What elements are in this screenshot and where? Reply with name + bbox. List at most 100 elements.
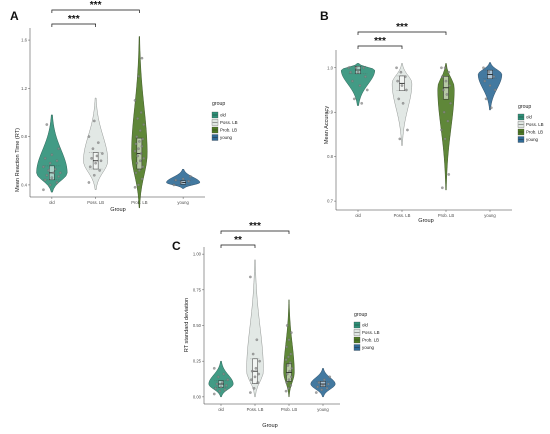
data-point [137,183,140,187]
y-tick-label: 1.0 [327,65,333,70]
data-point [254,367,258,370]
x-tick-label: young [317,407,329,412]
y-axis-label-a: Mean Reaction Time (RT) [15,128,21,192]
data-point [490,106,493,110]
y-tick-label: 0.8 [327,154,333,159]
legend-label: young [526,137,539,142]
data-point [447,173,451,176]
data-point [250,378,253,382]
data-point [42,165,45,169]
significance-bracket [220,230,290,234]
data-point [284,389,288,393]
data-point [290,367,294,370]
x-tick-label: old [49,200,55,205]
data-point [400,84,404,87]
data-point [94,161,97,165]
data-point [285,345,288,349]
data-point [255,338,259,342]
data-point [354,66,358,70]
data-point [135,135,139,138]
legend-c: group [354,312,367,318]
panel-a: A Mean Reaction Time (RT) Group group 0.… [10,0,238,213]
data-point [141,165,145,169]
data-point [403,75,407,78]
data-point [219,385,223,389]
y-tick-label: 1.6 [21,38,27,43]
data-point [250,369,254,373]
data-point [174,178,178,182]
panel-label-a: A [10,9,19,23]
legend-label: Prob. LB [526,130,543,135]
data-point [87,181,91,184]
data-point [97,141,100,144]
data-point [91,147,95,151]
data-point [406,128,409,132]
data-point [287,355,290,359]
x-tick-label: old [355,213,361,218]
data-point [360,102,364,105]
data-point [214,386,217,390]
violin-poss-lb [83,97,109,190]
data-point [251,352,255,356]
data-point [352,97,356,101]
data-point [288,361,292,364]
data-point [249,275,252,279]
data-point [134,142,138,146]
data-point [47,169,50,172]
data-point [223,388,227,392]
data-point [133,186,137,189]
data-point [92,119,96,123]
data-point [252,386,256,390]
data-point [440,66,443,70]
data-point [405,88,408,92]
data-point [139,111,143,114]
data-point [314,391,318,394]
legend-label: old [362,323,368,328]
legend-label: Prob. LB [362,338,379,343]
y-tick-label: 0.4 [21,182,27,187]
data-point [396,79,399,83]
data-point [57,147,60,151]
data-point [397,97,401,101]
data-point [399,70,403,74]
legend-b: group [518,104,531,110]
data-point [287,386,290,390]
data-point [140,145,144,148]
y-tick-label: 1.2 [21,86,27,91]
x-tick-label: Poss. LB [247,407,264,412]
y-tick-label: 0.9 [327,110,333,115]
data-point [351,79,354,83]
x-tick-label: Prob. LB [438,213,455,218]
data-point [492,75,496,78]
violin-poss-lb [246,259,264,398]
significance-bracket [220,244,256,248]
data-point [285,372,289,376]
violin-old [208,360,234,398]
data-point [217,375,220,379]
data-point [484,97,488,101]
legend-label: Prob. LB [220,128,237,133]
data-point [482,66,485,70]
data-point [225,384,228,387]
legend-label: Poss. LB [362,330,380,335]
data-point [441,75,444,78]
panel-label-b: B [320,9,329,23]
legend-title-b: group [518,104,531,110]
legend-label: old [220,113,226,118]
data-point [98,169,101,172]
data-point [487,70,490,74]
data-point [444,79,448,83]
data-point [257,372,261,376]
data-point [289,352,293,356]
data-point [59,171,62,175]
data-point [226,378,230,382]
legend-label: young [220,135,233,140]
data-point [218,389,221,393]
panel-c: C RT standard deviation Group group 0.00… [172,221,380,429]
data-point [52,171,55,175]
x-axis-label-b: Group [418,218,434,224]
data-point [48,183,52,187]
data-point [55,159,59,163]
y-tick-label: 0.25 [193,359,202,364]
data-point [92,173,96,177]
